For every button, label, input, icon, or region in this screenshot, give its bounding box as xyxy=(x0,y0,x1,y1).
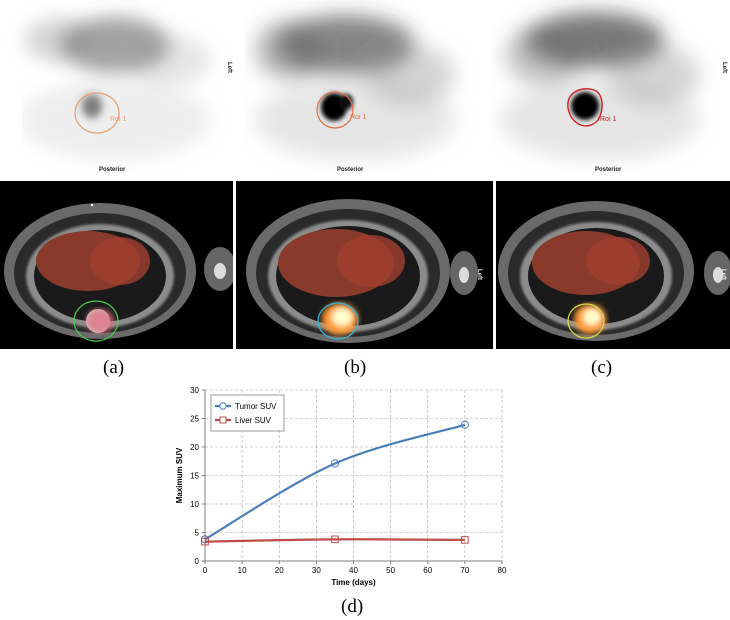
roi-label-a: Roi 1 xyxy=(110,116,127,123)
y-tick-label: 30 xyxy=(190,386,199,395)
data-point xyxy=(460,420,469,429)
legend-label: Tumor SUV xyxy=(235,402,277,411)
y-tick-label: 0 xyxy=(195,557,200,566)
suv-chart: 0 10 20 30 40 50 60 70 80 0 5 10 15 20 25 30 Time (days)… xyxy=(175,386,507,587)
y-tick-label: 15 xyxy=(190,472,199,481)
legend-marker xyxy=(219,416,227,424)
legend-label: Liver SUV xyxy=(235,416,272,425)
legend xyxy=(210,394,285,432)
pet-roi-c xyxy=(567,88,603,127)
ct-roi-c xyxy=(567,303,605,339)
ct-image-b xyxy=(246,199,478,343)
y-axis-title: Maximum SUV xyxy=(175,447,184,503)
pet-roi-b xyxy=(316,91,354,129)
roi-label-b: Roi 1 xyxy=(350,114,367,121)
pet-panel-a: Roi 1 Posterior Left xyxy=(0,0,233,178)
caption-b: (b) xyxy=(344,357,367,378)
ct-image-c xyxy=(498,201,730,341)
x-tick-label: 80 xyxy=(498,566,507,575)
series-line-tumor xyxy=(204,423,466,541)
caption-d: (d) xyxy=(341,596,364,617)
data-point xyxy=(461,536,469,544)
pet-panel-b: Roi 1 Posterior xyxy=(245,0,478,178)
y-tick-label: 5 xyxy=(195,529,200,538)
pet-roi-a xyxy=(74,92,120,134)
x-tick-label: 10 xyxy=(238,566,247,575)
posterior-label-b: Posterior xyxy=(337,167,364,173)
x-axis-title: Time (days) xyxy=(331,578,376,587)
side-label-d: Left xyxy=(720,269,726,280)
y-tick-label: 20 xyxy=(190,443,199,452)
ct-roi-a xyxy=(73,300,119,342)
legend-marker xyxy=(219,402,227,410)
ct-panel-a xyxy=(0,181,233,349)
x-tick-label: 0 xyxy=(203,566,208,575)
ct-roi-b xyxy=(317,302,359,340)
caption-c: (c) xyxy=(591,357,613,378)
side-label-c: Left xyxy=(721,62,727,73)
pet-image-b xyxy=(255,15,455,160)
ct-panel-c: Left xyxy=(496,181,730,349)
pet-image-c xyxy=(500,12,700,160)
data-point xyxy=(330,459,340,468)
posterior-label-a: Posterior xyxy=(99,167,126,173)
x-tick-label: 30 xyxy=(312,566,321,575)
posterior-label-c: Posterior xyxy=(595,167,622,173)
x-tick-label: 60 xyxy=(423,566,432,575)
roi-label-c: Roi 1 xyxy=(600,116,617,123)
pet-image-a xyxy=(0,17,210,178)
x-tick-label: 50 xyxy=(386,566,395,575)
ct-panel-b: Left xyxy=(236,181,493,349)
caption-a: (a) xyxy=(103,357,125,378)
x-tick-label: 70 xyxy=(460,566,469,575)
x-tick-label: 20 xyxy=(275,566,284,575)
ct-image-a xyxy=(4,203,233,342)
y-tick-label: 25 xyxy=(190,415,199,424)
side-label-b: Left xyxy=(476,269,482,280)
series-line-liver xyxy=(204,538,465,543)
x-tick-label: 40 xyxy=(349,566,358,575)
side-label-a: Left xyxy=(226,62,232,73)
pet-panel-c: Roi 1 Posterior Left xyxy=(490,0,730,178)
y-tick-label: 10 xyxy=(190,500,199,509)
data-point xyxy=(201,537,209,546)
data-point xyxy=(331,535,339,544)
